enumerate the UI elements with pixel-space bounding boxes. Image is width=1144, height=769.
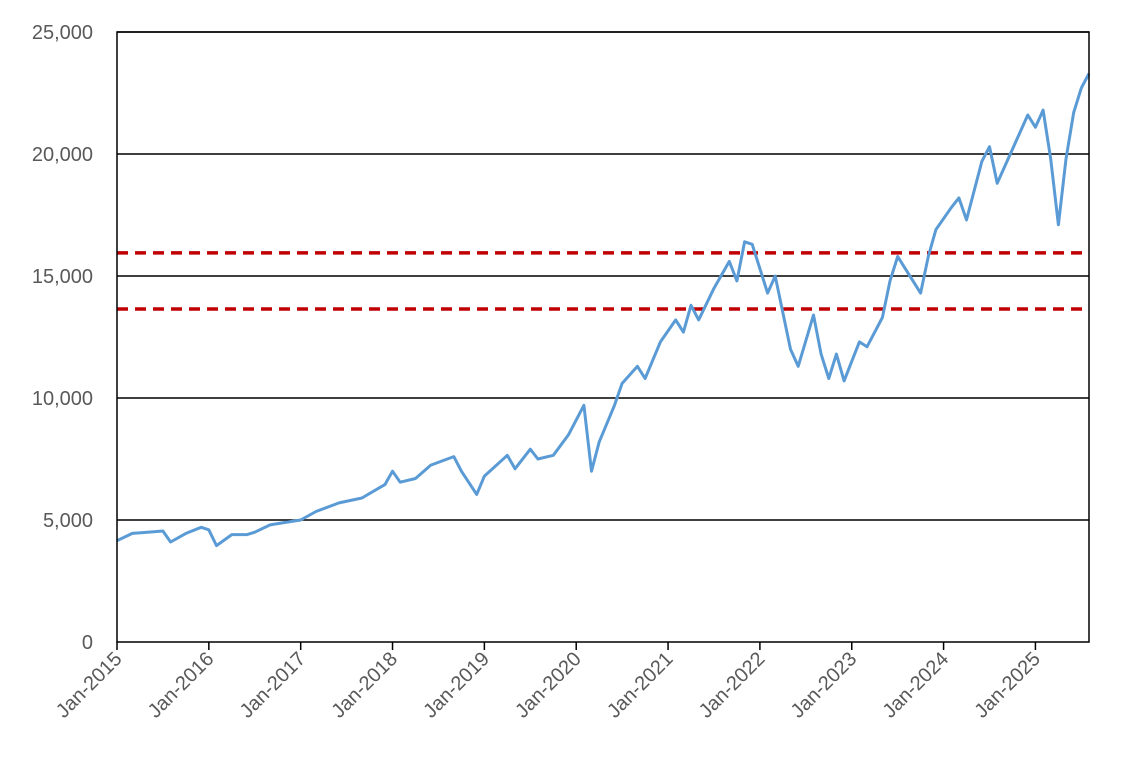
x-tick-labels: Jan-2015 Jan-2016 Jan-2017 Jan-2018 Jan-2019… — [52, 648, 1045, 723]
x-tick-label: Jan-2016 — [144, 648, 219, 723]
y-tick-label: 20,000 — [32, 144, 93, 166]
x-tick-label: Jan-2018 — [328, 648, 403, 723]
plot-border — [116, 31, 1090, 643]
x-tick-label: Jan-2020 — [511, 648, 586, 723]
x-tick-label: Jan-2015 — [52, 648, 127, 723]
y-tick-label: 25,000 — [32, 22, 93, 44]
y-tick-label: 10,000 — [32, 388, 93, 410]
y-tick-label: 5,000 — [43, 510, 93, 532]
x-tick-label: Jan-2024 — [879, 648, 954, 723]
reference-lines — [117, 251, 1089, 311]
y-tick-label: 0 — [82, 632, 93, 654]
x-tick-label: Jan-2019 — [419, 648, 494, 723]
x-tick-label: Jan-2023 — [787, 648, 862, 723]
gridlines — [117, 31, 1089, 521]
series-line — [116, 72, 1091, 548]
x-tick-label: Jan-2017 — [236, 648, 311, 723]
series-layer — [116, 72, 1091, 548]
x-tick-label: Jan-2022 — [695, 648, 770, 723]
x-tick-label: Jan-2025 — [970, 648, 1045, 723]
axes — [116, 31, 1090, 650]
y-tick-labels: 0 5,000 10,000 15,000 20,000 25,000 — [32, 22, 93, 654]
x-tick-label: Jan-2021 — [603, 648, 678, 723]
y-tick-label: 15,000 — [32, 266, 93, 288]
